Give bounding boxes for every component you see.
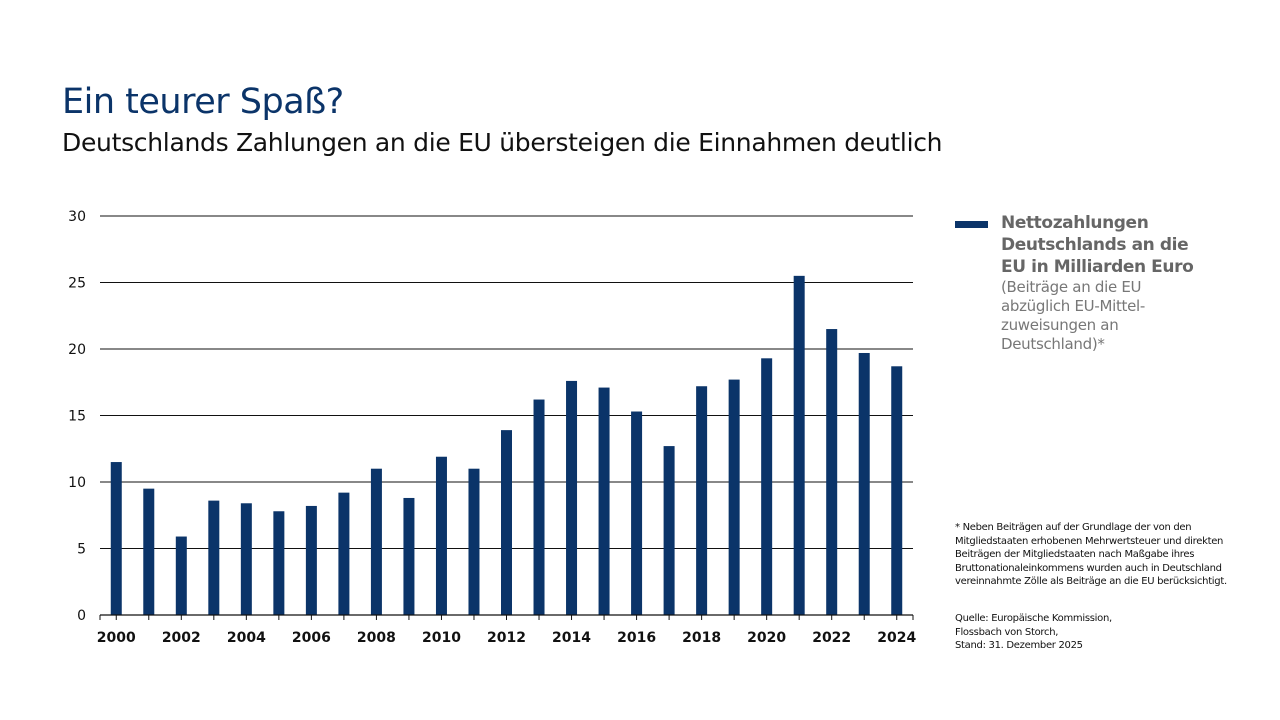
bar-2023 [858,352,870,615]
legend-title: Nettozahlungen Deutschlands an die EU in… [1001,213,1194,277]
x-tick-label: 2004 [227,630,266,646]
legend: Nettozahlungen Deutschlands an die EU in… [955,212,1195,354]
bar-2017 [663,446,675,615]
chart-title: Ein teurer Spaß? [62,82,344,122]
x-tick-label: 2016 [617,630,656,646]
source-note: Quelle: Europäische Kommission, Flossbac… [955,613,1112,651]
x-tick-label: 2018 [682,630,721,646]
x-tick-label: 2008 [357,630,396,646]
x-tick-label: 2022 [812,630,851,646]
bar-2014 [566,380,578,615]
chart-subtitle: Deutschlands Zahlungen an die EU überste… [62,128,943,157]
bar-2015 [598,387,610,615]
bar-2022 [826,329,838,615]
x-tick-label: 2014 [552,630,591,646]
bar-2021 [793,275,805,615]
bar-2020 [761,358,773,615]
x-tick-label: 2002 [162,630,201,646]
y-tick-label: 20 [68,342,86,358]
y-tick-label: 5 [77,542,86,558]
bar-2000 [110,462,122,615]
legend-note: (Beiträge an die EU abzüglich EU-Mittel-… [1001,278,1146,353]
bar-2003 [208,500,220,615]
y-tick-label: 15 [68,409,86,425]
bar-2024 [891,366,903,615]
bar-2001 [143,488,155,615]
x-tick-label: 2006 [292,630,331,646]
y-tick-label: 0 [77,608,86,624]
legend-swatch [955,221,988,228]
y-tick-label: 25 [68,276,86,292]
bar-2016 [631,411,643,615]
x-tick-label: 2000 [97,630,136,646]
bar-2018 [696,386,708,615]
bar-2006 [305,505,317,615]
x-tick-label: 2010 [422,630,461,646]
x-tick-label: 2024 [877,630,916,646]
y-tick-label: 10 [68,475,86,491]
bar-2011 [468,468,480,615]
bar-2002 [175,536,187,615]
bar-2004 [240,503,252,615]
bar-2008 [370,468,382,615]
x-tick-label: 2020 [747,630,786,646]
bar-2005 [273,511,285,615]
bar-2009 [403,497,415,615]
bar-2013 [533,399,545,615]
footnote: * Neben Beiträgen auf der Grundlage der … [955,522,1227,587]
bar-2010 [435,456,447,615]
bar-2007 [338,492,350,615]
y-tick-label: 30 [68,209,86,225]
bar-2012 [501,430,512,615]
bar-2019 [728,379,740,615]
x-tick-label: 2012 [487,630,526,646]
